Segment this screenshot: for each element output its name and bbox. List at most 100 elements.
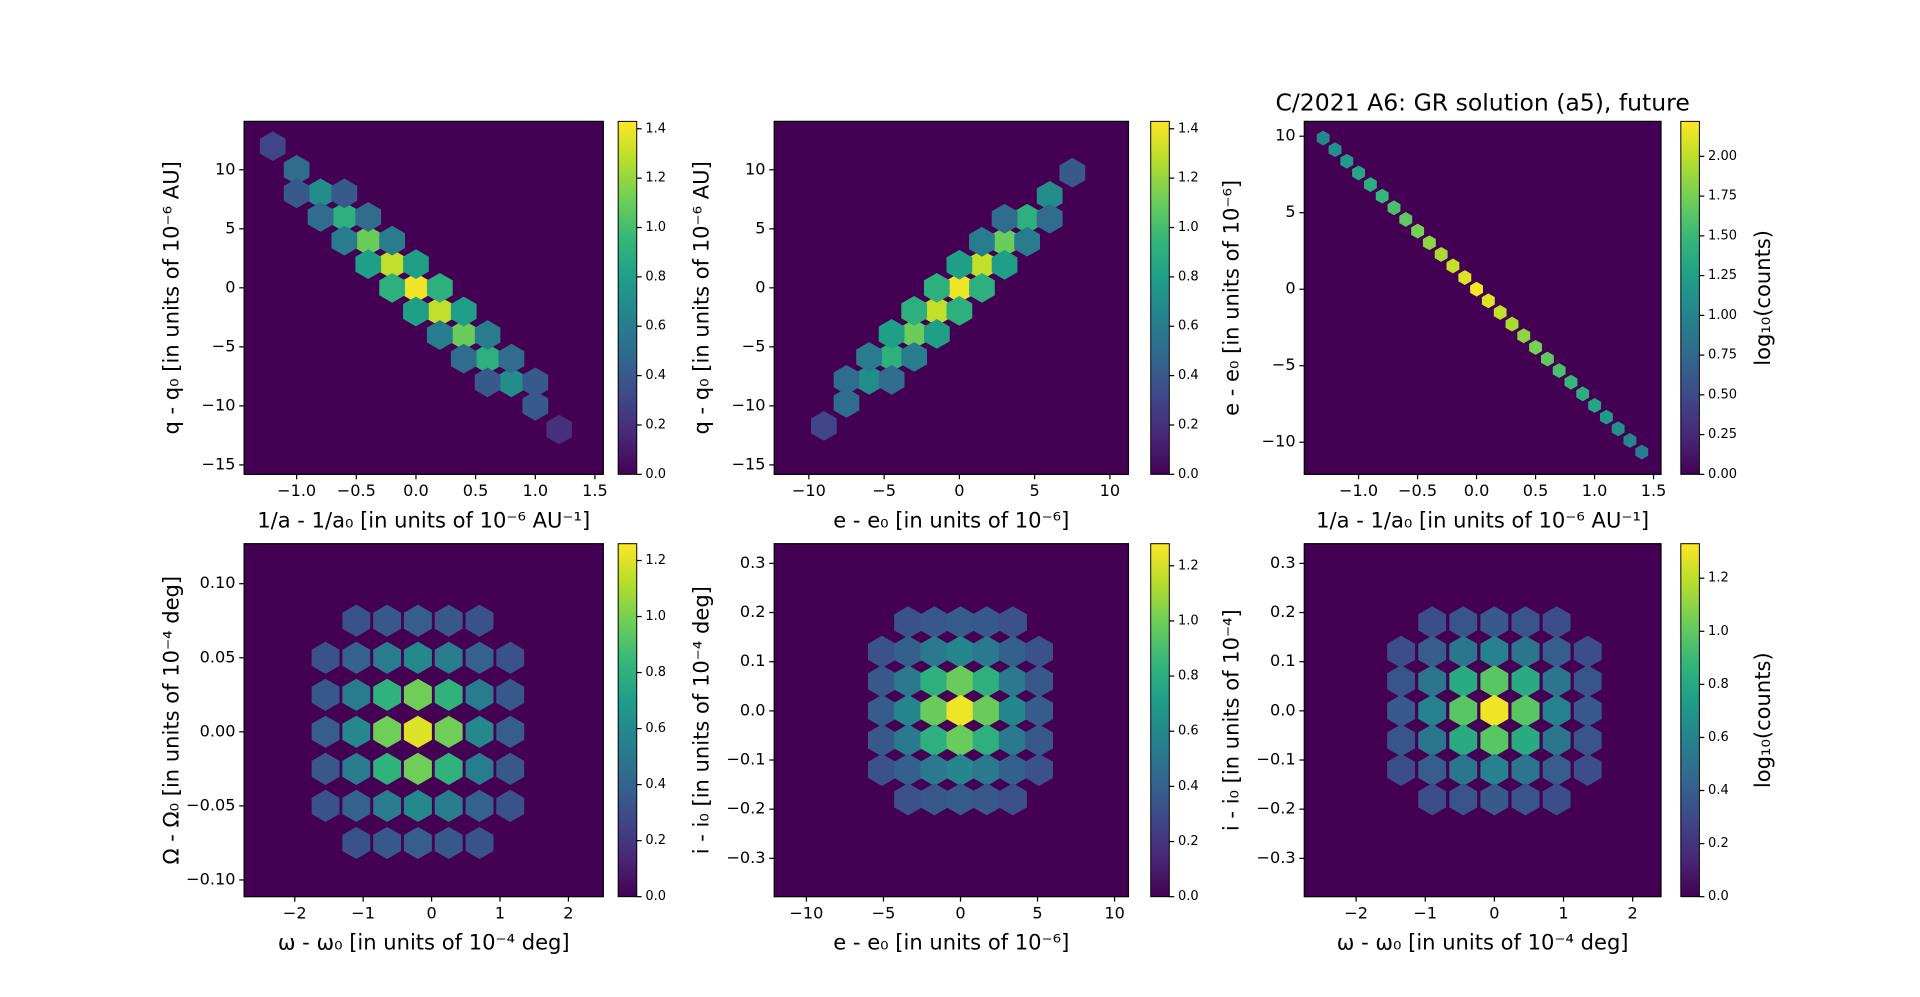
colorbar: [617, 120, 638, 475]
hex-cell: [1480, 694, 1509, 728]
hex-cell: [1611, 421, 1625, 437]
plot-frame: [773, 543, 1130, 898]
hex-cell: [923, 296, 950, 326]
hex-cell: [946, 606, 975, 639]
colorbar-tick-label: 1.50: [1708, 228, 1737, 243]
hex-cell: [1573, 694, 1602, 728]
hexbin-cells: [259, 131, 572, 445]
y-tick-label: 0: [1285, 279, 1295, 298]
hex-cell: [522, 367, 549, 398]
hex-cell: [1623, 432, 1637, 448]
hex-cell: [373, 678, 402, 711]
hex-cell: [450, 296, 477, 327]
y-tick-label: −0.2: [726, 799, 765, 818]
hex-cell: [972, 665, 1001, 698]
x-tick-label: −10: [792, 481, 826, 500]
y-tick-label: −0.2: [1257, 799, 1296, 818]
hex-cell: [1025, 635, 1054, 668]
y-tick-label: 0.0: [740, 700, 766, 719]
hex-cell: [1375, 188, 1389, 204]
hex-cell: [833, 364, 860, 395]
colorbar: [1680, 543, 1700, 898]
colorbar-tick-label: 1.4: [1178, 121, 1199, 136]
y-tick-label: 0.1: [1270, 651, 1296, 670]
hex-cell: [969, 226, 995, 257]
hex-cell: [920, 753, 949, 786]
hex-cell: [1542, 783, 1571, 816]
colorbar-tick-label: 1.2: [645, 171, 666, 186]
hex-cell: [1480, 665, 1509, 698]
hex-cell: [342, 826, 371, 860]
hex-cell: [1511, 753, 1540, 786]
x-tick-label: 1.0: [1582, 481, 1608, 500]
hex-cell: [1449, 724, 1478, 757]
x-tick-label: −5: [872, 481, 896, 500]
colorbar-tick-label: 0.4: [1178, 368, 1199, 383]
hex-cell: [1542, 635, 1571, 668]
hex-cell: [373, 715, 402, 748]
colorbar-tick-label: 0.8: [645, 665, 666, 680]
hex-cell: [403, 296, 429, 327]
colorbar-tick-label: 0.6: [645, 721, 666, 736]
hex-cell: [1387, 724, 1416, 757]
hex-cell: [311, 641, 340, 674]
hex-cell: [1449, 665, 1478, 698]
hex-cell: [1511, 635, 1540, 668]
colorbar-tick-label: 0.8: [1178, 669, 1199, 684]
hex-cell: [426, 272, 453, 303]
hex-cell: [946, 724, 975, 757]
y-axis-label: i - i₀ [in units of 10⁻⁴]: [1218, 609, 1243, 831]
y-tick-label: −15: [732, 454, 766, 473]
y-tick-label: −0.05: [186, 795, 235, 814]
x-tick-label: 1: [1558, 904, 1568, 923]
hex-cell: [1599, 409, 1613, 425]
hex-cell: [434, 604, 463, 637]
hex-cell: [1418, 694, 1447, 728]
hex-cell: [434, 678, 463, 711]
hex-cell: [311, 752, 340, 785]
hex-cell: [1422, 235, 1436, 251]
colorbar-tick-label: 1.2: [1178, 558, 1199, 573]
x-tick-label: 0: [1489, 904, 1499, 923]
hex-cell: [1025, 665, 1054, 698]
hex-cell: [1036, 203, 1063, 234]
hexbin-cells: [867, 606, 1054, 816]
hex-cell: [403, 715, 432, 748]
hex-cell: [894, 665, 923, 698]
hex-cell: [342, 641, 371, 674]
y-tick-label: −5: [1272, 355, 1296, 374]
x-tick-label: −1.0: [1339, 481, 1378, 500]
hex-cell: [1480, 606, 1509, 639]
hex-cell: [946, 249, 973, 280]
hex-cell: [894, 694, 923, 728]
hex-cell: [379, 249, 406, 280]
y-tick-label: −10: [732, 395, 766, 414]
x-tick-label: 1.5: [582, 481, 608, 500]
x-tick-label: 0: [954, 481, 964, 500]
hex-cell: [403, 789, 432, 822]
hex-cell: [878, 364, 905, 395]
colorbar-tick-label: 0.6: [645, 319, 666, 334]
hex-cell: [833, 388, 860, 418]
hex-cell: [307, 178, 334, 209]
hex-cell: [1542, 665, 1571, 698]
hex-cell: [259, 131, 286, 162]
hex-cell: [901, 296, 928, 326]
hex-cell: [1399, 212, 1413, 227]
hex-cell: [991, 249, 1018, 280]
y-axis-label: Ω - Ω₀ [in units of 10⁻⁴ deg]: [158, 576, 183, 865]
hex-cell: [465, 604, 494, 637]
y-tick-label: −10: [1262, 432, 1296, 451]
plot-frame: [243, 543, 604, 898]
y-tick-label: 0.1: [740, 651, 766, 670]
plot-frame: [243, 120, 604, 475]
hex-cell: [1588, 398, 1602, 413]
hex-cell: [1576, 386, 1590, 402]
hex-cell: [373, 641, 402, 674]
x-tick-label: 5: [1030, 481, 1040, 500]
hex-cell: [998, 635, 1027, 668]
hex-cell: [498, 367, 525, 398]
colorbar-tick-label: 0.2: [645, 417, 666, 432]
hex-cell: [1511, 694, 1540, 728]
x-tick-label: −10: [789, 904, 823, 923]
